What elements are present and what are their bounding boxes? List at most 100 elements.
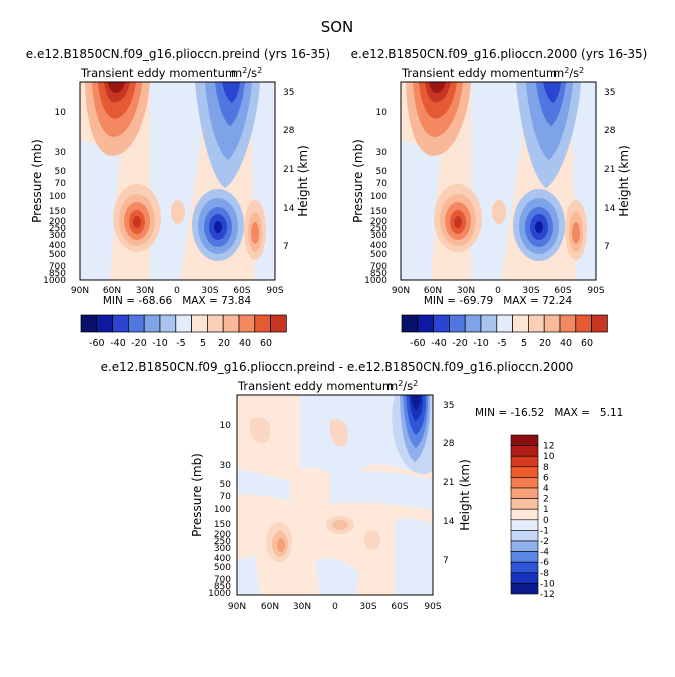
colorbar-swatch — [143, 314, 161, 333]
colorbar-swatch — [191, 314, 208, 333]
y-tick-label: 30 — [55, 148, 67, 158]
x-tick-label: 60S — [233, 286, 250, 296]
colorbar-label: -6 — [540, 558, 549, 568]
colorbar-label: -5 — [176, 338, 185, 349]
x-tick-label: 90S — [424, 602, 441, 612]
colorbar-swatch — [449, 314, 466, 333]
colorbar-swatch — [222, 314, 240, 333]
y-tick-label: 300 — [370, 231, 387, 241]
colorbar-label: 0 — [543, 516, 549, 526]
y2-tick-label: 14 — [604, 204, 616, 214]
colorbar: -60 -40 -20 -10 -5 5 20 40 60 — [80, 314, 287, 349]
colorbar: 12 10 8 6 4 2 1 0 -1 -2 -4 -6 -8 -10 -12 — [510, 434, 555, 600]
colorbar-swatch — [591, 314, 608, 333]
colorbar-swatch — [401, 314, 419, 333]
y-tick-label: 700 — [370, 262, 387, 272]
colorbar-swatch — [510, 434, 539, 446]
colorbar-label: -20 — [452, 338, 468, 349]
colorbar-label: -5 — [497, 338, 506, 349]
x-tick-label: 90N — [71, 286, 89, 296]
colorbar-swatch — [207, 314, 224, 333]
y-axis-left: 10 30 50 70 100 150 200 250 300 400 500 … — [30, 108, 66, 286]
field-difference — [236, 394, 434, 596]
colorbar-swatch — [464, 314, 482, 333]
colorbar-swatch — [480, 314, 498, 333]
y-tick-label: 100 — [214, 505, 231, 515]
colorbar-label: 6 — [543, 473, 549, 483]
colorbar-swatch — [510, 455, 539, 468]
x-tick-label: 30N — [136, 286, 154, 296]
colorbar-swatch — [510, 583, 539, 595]
colorbar-swatch — [175, 314, 192, 333]
y-tick-label: 30 — [220, 461, 232, 471]
x-tick-label: 60N — [261, 602, 279, 612]
x-axis: 90N 60N 30N 0 30S 60S 90S — [71, 286, 284, 296]
y2-tick-label: 21 — [443, 478, 454, 488]
y-tick-label: 400 — [370, 241, 387, 251]
x-tick-label: 90S — [587, 286, 604, 296]
y-axis-title: Pressure (mb) — [30, 139, 44, 223]
y-tick-label: 10 — [376, 108, 388, 118]
colorbar-label: 5 — [200, 338, 206, 349]
colorbar-label: 8 — [543, 463, 549, 473]
colorbar-swatch — [159, 314, 177, 333]
y-axis-title: Pressure (mb) — [351, 139, 365, 223]
x-tick-label: 60N — [103, 286, 121, 296]
x-tick-label: 0 — [332, 602, 338, 612]
y-axis-left: 10 30 50 70 100 150 200 250 300 400 500 … — [351, 108, 387, 286]
x-tick-label: 0 — [174, 286, 180, 296]
colorbar-swatch — [496, 314, 513, 333]
x-axis: 90N 60N 30N 0 30S 60S 90S — [228, 602, 442, 612]
units-exp: 2 — [398, 379, 403, 388]
colorbar-label: 2 — [543, 495, 549, 505]
y2-tick-label: 35 — [283, 88, 294, 98]
x-tick-label: 30N — [293, 602, 311, 612]
y-tick-label: 50 — [376, 167, 388, 177]
min-max-stats: MIN = -16.52 MAX = 5.11 — [475, 407, 623, 419]
y-axis-right: 35 28 21 14 7 Height (km) — [283, 88, 310, 252]
y-tick-label: 250 — [49, 224, 66, 234]
colorbar-label: 20 — [218, 338, 230, 349]
y-tick-label: 30 — [376, 148, 388, 158]
y-tick-label: 500 — [214, 563, 231, 573]
y-tick-label: 200 — [214, 530, 231, 540]
y-tick-label: 200 — [49, 217, 66, 227]
y2-tick-label: 35 — [443, 401, 454, 411]
units-exp: 2 — [257, 66, 262, 75]
units-base: m — [231, 66, 242, 80]
x-tick-label: 30S — [522, 286, 539, 296]
y-tick-label: 150 — [214, 520, 231, 530]
y-tick-label: 500 — [370, 250, 387, 260]
field-preind — [79, 81, 276, 281]
colorbar-swatch — [559, 314, 577, 333]
y-axis-right: 35 28 21 14 7 Height (km) — [604, 88, 631, 252]
y-tick-label: 10 — [55, 108, 67, 118]
y-tick-label: 100 — [49, 192, 66, 202]
y-tick-label: 70 — [55, 179, 67, 189]
colorbar-label: -4 — [540, 548, 549, 558]
x-tick-label: 30S — [201, 286, 218, 296]
colorbar-swatch — [417, 314, 434, 333]
colorbar-label: -40 — [431, 338, 447, 349]
y-tick-label: 400 — [214, 554, 231, 564]
panel-difference: e.e12.B1850CN.f09_g16.plioccn.preind - e… — [101, 360, 624, 612]
colorbar-label: 10 — [543, 452, 555, 462]
y-tick-label: 70 — [220, 492, 232, 502]
colorbar-swatch — [510, 498, 539, 510]
min-max-stats: MIN = -68.66 MAX = 73.84 — [103, 295, 252, 307]
colorbar-swatch — [510, 477, 539, 489]
panel-title: e.e12.B1850CN.f09_g16.plioccn.2000 (yrs … — [351, 47, 648, 61]
x-tick-label: 90S — [266, 286, 283, 296]
colorbar-label: 40 — [239, 338, 251, 349]
colorbar-swatch — [510, 572, 539, 584]
colorbar-label: -8 — [540, 569, 549, 579]
colorbar-swatch — [112, 314, 129, 333]
colorbar-label: 5 — [521, 338, 527, 349]
units-label: m2/s2 — [231, 66, 262, 80]
y-tick-label: 250 — [370, 224, 387, 234]
y2-tick-label: 21 — [283, 165, 294, 175]
colorbar-swatch — [238, 314, 256, 333]
y2-tick-label: 7 — [604, 242, 610, 252]
x-tick-label: 30S — [359, 602, 376, 612]
colorbar-swatch — [80, 314, 98, 333]
